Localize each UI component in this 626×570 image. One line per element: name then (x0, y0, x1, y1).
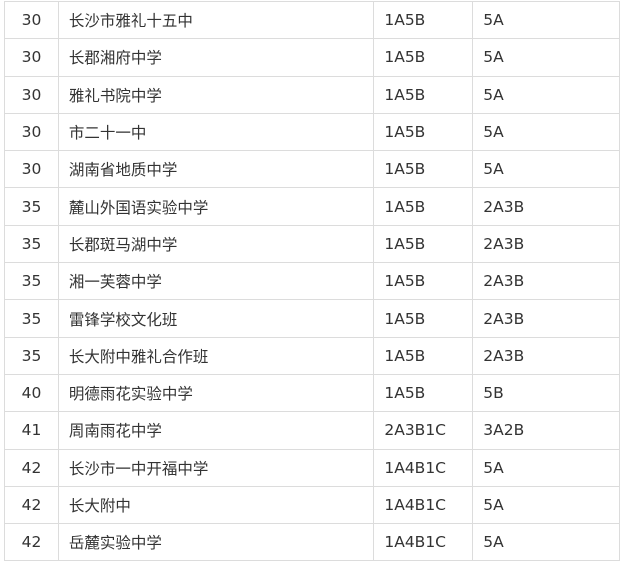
school-name-cell: 湘一芙蓉中学 (57, 262, 375, 301)
rank-cell: 35 (4, 336, 59, 375)
grade-a-cell: 1A4B1C (373, 523, 474, 562)
school-name-cell: 雅礼书院中学 (57, 75, 375, 114)
grade-a-cell: 1A5B (373, 187, 474, 226)
grade-b-cell: 5A (472, 0, 620, 40)
rank-cell: 35 (4, 187, 59, 226)
rank-cell: 30 (4, 0, 59, 40)
grade-b-cell: 5A (472, 485, 620, 525)
rank-cell: 35 (4, 224, 59, 264)
rank-cell: 42 (4, 485, 59, 525)
table-row: 40 明德雨花实验中学 1A5B 5B (4, 373, 620, 413)
school-name-cell: 长大附中 (57, 485, 375, 525)
rank-cell: 30 (4, 150, 59, 189)
table-row: 30 湖南省地质中学 1A5B 5A (4, 150, 620, 189)
school-name-cell: 周南雨花中学 (57, 411, 375, 450)
table-row: 35 雷锋学校文化班 1A5B 2A3B (4, 299, 620, 338)
grade-b-cell: 5A (472, 448, 620, 487)
school-name-cell: 长沙市一中开福中学 (57, 448, 375, 487)
rank-cell: 41 (4, 411, 59, 450)
school-name-cell: 长大附中雅礼合作班 (57, 336, 375, 375)
table-row: 35 长郡斑马湖中学 1A5B 2A3B (4, 224, 620, 264)
grade-b-cell: 5B (472, 373, 620, 413)
table-row: 35 长大附中雅礼合作班 1A5B 2A3B (4, 336, 620, 375)
table-row: 35 麓山外国语实验中学 1A5B 2A3B (4, 187, 620, 226)
school-name-cell: 湖南省地质中学 (57, 150, 375, 189)
rank-cell: 35 (4, 262, 59, 301)
table-row: 35 湘一芙蓉中学 1A5B 2A3B (4, 262, 620, 301)
grade-b-cell: 5A (472, 75, 620, 114)
rank-cell: 30 (4, 75, 59, 114)
grade-b-cell: 2A3B (472, 299, 620, 338)
table-row: 30 长沙市雅礼十五中 1A5B 5A (4, 0, 620, 40)
school-name-cell: 市二十一中 (57, 112, 375, 152)
school-name-cell: 麓山外国语实验中学 (57, 187, 375, 226)
rank-cell: 30 (4, 112, 59, 152)
grade-b-cell: 3A2B (472, 411, 620, 450)
school-name-cell: 雷锋学校文化班 (57, 299, 375, 338)
grade-a-cell: 1A5B (373, 75, 474, 114)
grade-a-cell: 2A3B1C (373, 411, 474, 450)
grade-b-cell: 2A3B (472, 336, 620, 375)
grade-a-cell: 1A5B (373, 224, 474, 264)
grade-a-cell: 1A5B (373, 373, 474, 413)
rank-cell: 42 (4, 523, 59, 562)
grade-a-cell: 1A5B (373, 0, 474, 40)
grade-b-cell: 5A (472, 150, 620, 189)
table-row: 42 长沙市一中开福中学 1A4B1C 5A (4, 448, 620, 487)
table-row: 42 岳麓实验中学 1A4B1C 5A (4, 523, 620, 562)
grade-a-cell: 1A5B (373, 38, 474, 77)
grade-b-cell: 5A (472, 523, 620, 562)
table-row: 41 周南雨花中学 2A3B1C 3A2B (4, 411, 620, 450)
table-row: 30 雅礼书院中学 1A5B 5A (4, 75, 620, 114)
school-name-cell: 长沙市雅礼十五中 (57, 0, 375, 40)
grade-b-cell: 5A (472, 38, 620, 77)
school-ranking-table: 30 长沙市雅礼十五中 1A5B 5A 30 长郡湘府中学 1A5B 5A 30 雅礼书院中学 1A… (4, 0, 620, 562)
grade-a-cell: 1A5B (373, 299, 474, 338)
rank-cell: 40 (4, 373, 59, 413)
grade-a-cell: 1A5B (373, 262, 474, 301)
grade-b-cell: 2A3B (472, 262, 620, 301)
grade-a-cell: 1A5B (373, 112, 474, 152)
table-row: 30 长郡湘府中学 1A5B 5A (4, 38, 620, 77)
grade-a-cell: 1A5B (373, 336, 474, 375)
rank-cell: 35 (4, 299, 59, 338)
school-name-cell: 明德雨花实验中学 (57, 373, 375, 413)
school-name-cell: 岳麓实验中学 (57, 523, 375, 562)
school-name-cell: 长郡斑马湖中学 (57, 224, 375, 264)
rank-cell: 42 (4, 448, 59, 487)
grade-b-cell: 2A3B (472, 224, 620, 264)
rank-cell: 30 (4, 38, 59, 77)
grade-a-cell: 1A4B1C (373, 448, 474, 487)
grade-a-cell: 1A5B (373, 150, 474, 189)
table-row: 30 市二十一中 1A5B 5A (4, 112, 620, 152)
grade-b-cell: 5A (472, 112, 620, 152)
grade-a-cell: 1A4B1C (373, 485, 474, 525)
grade-b-cell: 2A3B (472, 187, 620, 226)
table-row: 42 长大附中 1A4B1C 5A (4, 485, 620, 525)
school-name-cell: 长郡湘府中学 (57, 38, 375, 77)
